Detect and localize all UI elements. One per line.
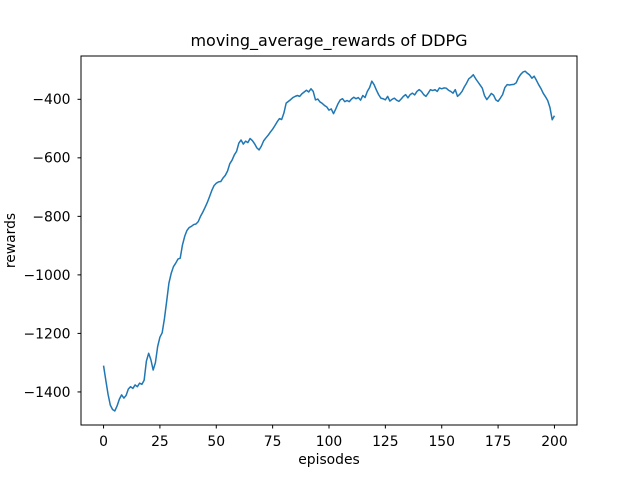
x-tick-label: 50: [207, 434, 225, 450]
plot-area: [81, 56, 577, 425]
x-tick-label: 0: [99, 434, 108, 450]
chart-title: moving_average_rewards of DDPG: [190, 31, 467, 51]
x-axis-ticks: 0 25 50 75 100 125 150 175 200: [99, 425, 568, 450]
x-tick-label: 125: [372, 434, 399, 450]
y-axis-label: rewards: [3, 213, 19, 268]
y-tick-label: −600: [32, 151, 70, 167]
x-axis-label: episodes: [298, 452, 360, 468]
x-tick-label: 175: [485, 434, 512, 450]
y-tick-label: −1000: [24, 268, 71, 284]
x-tick-label: 75: [264, 434, 282, 450]
y-tick-label: −400: [32, 92, 70, 108]
x-tick-label: 100: [316, 434, 343, 450]
axes-frame: [80, 55, 578, 426]
y-tick-label: −800: [32, 209, 70, 225]
moving-average-rewards-line: [102, 70, 556, 412]
y-axis-ticks: −1400 −1200 −1000 −800 −600 −400: [24, 92, 81, 401]
y-tick-label: −1200: [24, 326, 71, 342]
x-tick-label: 150: [428, 434, 455, 450]
x-tick-label: 25: [151, 434, 169, 450]
y-tick-label: −1400: [24, 385, 71, 401]
x-tick-label: 200: [541, 434, 568, 450]
